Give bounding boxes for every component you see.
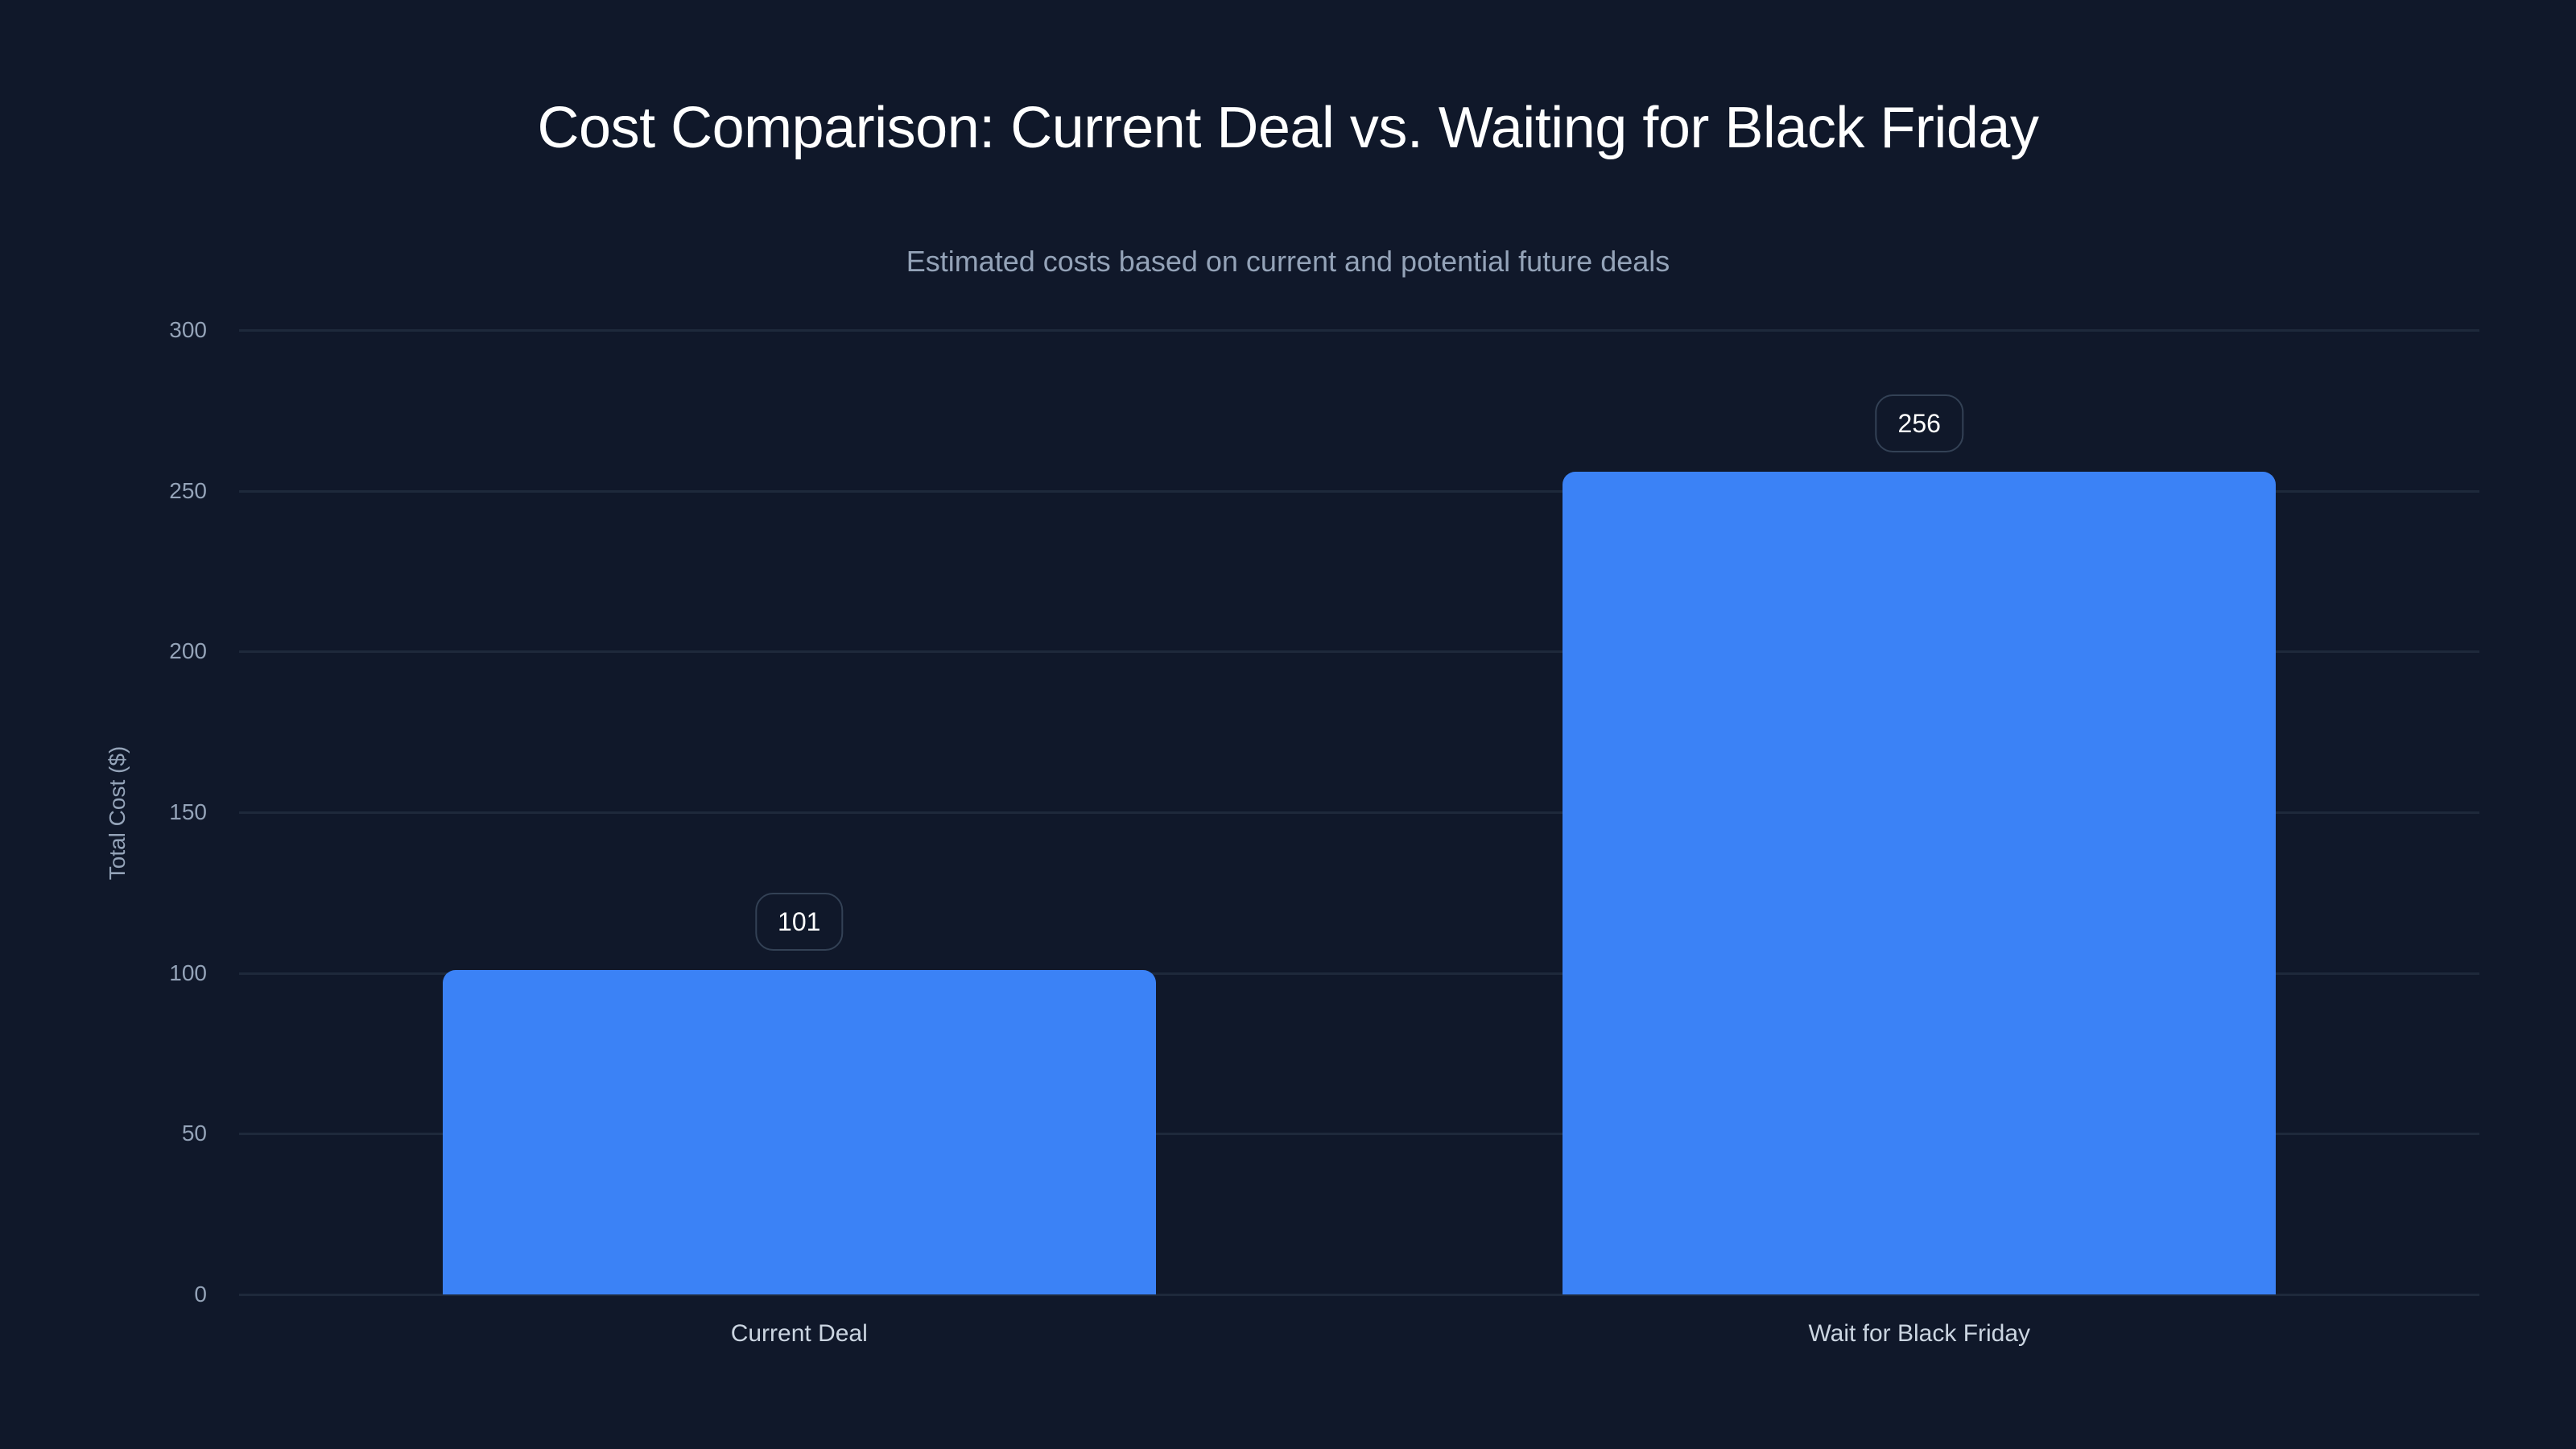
gridline (239, 1294, 2479, 1296)
chart-subtitle: Estimated costs based on current and pot… (906, 245, 1670, 278)
gridline (239, 1133, 2479, 1136)
y-tick-label: 200 (169, 638, 207, 664)
y-tick-label: 250 (169, 477, 207, 503)
gridline (239, 972, 2479, 975)
bar-wait-for-black-friday[interactable] (1563, 471, 2277, 1294)
y-tick-label: 150 (169, 799, 207, 824)
gridline (239, 329, 2479, 332)
gridline (239, 650, 2479, 654)
gridline (239, 811, 2479, 814)
value-label: 101 (755, 892, 844, 951)
x-tick-label: Wait for Black Friday (1808, 1320, 2031, 1347)
plot-area: 101 256 (239, 329, 2479, 1296)
y-tick-label: 300 (169, 317, 207, 342)
gridline (239, 489, 2479, 493)
chart-title: Cost Comparison: Current Deal vs. Waitin… (537, 96, 2039, 160)
value-label: 256 (1875, 394, 1963, 452)
bar-current-deal[interactable] (442, 969, 1156, 1294)
x-tick-label: Current Deal (730, 1320, 868, 1347)
y-tick-label: 100 (169, 960, 207, 985)
y-tick-label: 50 (181, 1121, 207, 1146)
y-tick-label: 0 (194, 1282, 207, 1307)
